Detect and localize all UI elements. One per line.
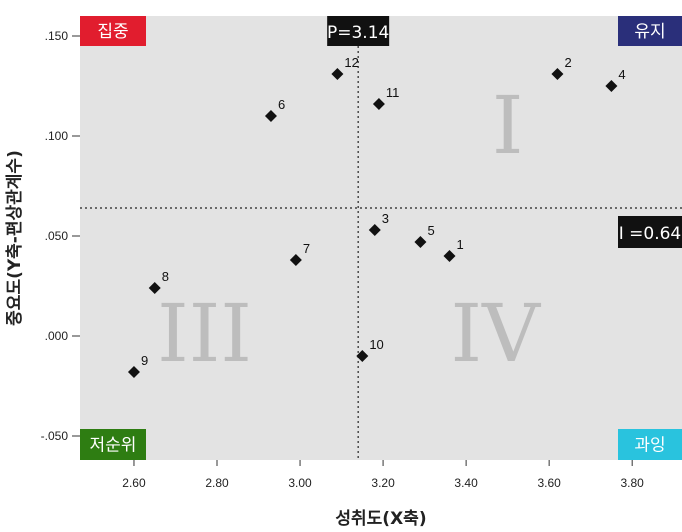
data-point-9: [127, 366, 140, 378]
y-reference-label: I =0.64: [619, 224, 682, 244]
plot-area: [80, 16, 682, 460]
quadrant-badge-bottom-left: [80, 429, 146, 460]
quadrant-numeral-bottom-left: III: [157, 287, 252, 380]
x-tick-label: 3.00: [288, 476, 312, 490]
x-reference-label: P=3.14: [327, 23, 389, 43]
data-point-8: [148, 282, 161, 294]
data-point-label-1: 1: [457, 237, 464, 252]
quadrant-badge-top-right: [618, 16, 682, 46]
y-tick-label: .000: [45, 329, 69, 343]
x-tick-label: 2.80: [205, 476, 229, 490]
quadrant-numeral-top-right: I: [492, 79, 524, 172]
quadrant-badge-bottom-right: [618, 429, 682, 460]
y-tick-label: .150: [45, 29, 69, 43]
data-point-label-9: 9: [141, 353, 148, 368]
data-point-label-2: 2: [564, 55, 571, 70]
x-reference-badge: [327, 16, 390, 46]
x-tick-label: 3.60: [537, 476, 561, 490]
x-tick-label: 3.40: [454, 476, 478, 490]
data-point-1: [443, 250, 456, 262]
data-point-label-10: 10: [369, 337, 383, 352]
data-point-label-6: 6: [278, 97, 285, 112]
data-point-5: [414, 236, 427, 248]
y-tick-label: -.050: [41, 429, 69, 443]
quadrant-label-bottom-left: 저순위: [90, 436, 137, 456]
data-point-12: [331, 68, 344, 80]
data-point-label-7: 7: [303, 241, 310, 256]
quadrant-badge-top-left: [80, 16, 146, 46]
y-tick-label: .100: [45, 129, 69, 143]
y-axis-title: 중요도(Y축-편상관계수): [5, 150, 25, 326]
data-point-11: [372, 98, 385, 110]
x-axis-title: 성취도(X축): [335, 508, 426, 529]
quadrant-label-top-left: 집중: [97, 22, 128, 42]
data-point-label-12: 12: [344, 55, 358, 70]
data-point-label-5: 5: [427, 223, 434, 238]
y-tick-label: .050: [45, 229, 69, 243]
data-point-label-8: 8: [162, 269, 169, 284]
y-reference-badge: [618, 216, 682, 248]
data-point-label-4: 4: [618, 67, 625, 82]
quadrant-label-bottom-right: 과잉: [634, 436, 665, 456]
data-point-3: [368, 224, 381, 236]
data-point-2: [551, 68, 564, 80]
quadrant-label-top-right: 유지: [634, 22, 665, 42]
data-point-7: [289, 254, 302, 266]
data-point-label-11: 11: [386, 85, 400, 100]
x-tick-label: 3.80: [620, 476, 644, 490]
data-point-label-3: 3: [382, 211, 389, 226]
x-tick-label: 2.60: [122, 476, 146, 490]
data-point-6: [264, 110, 277, 122]
data-point-10: [356, 350, 369, 362]
quadrant-numeral-bottom-right: IV: [450, 287, 541, 380]
data-point-4: [605, 80, 618, 92]
x-tick-label: 3.20: [371, 476, 395, 490]
